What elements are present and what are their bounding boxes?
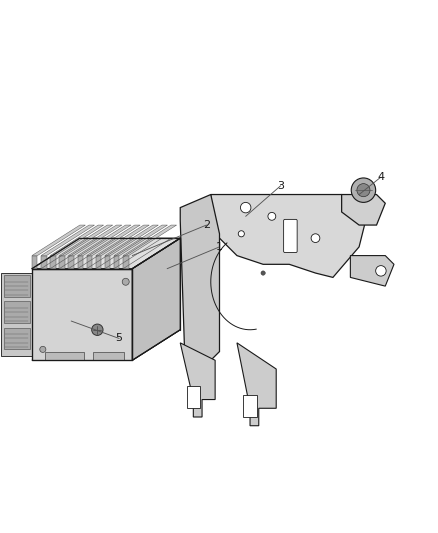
Polygon shape (32, 238, 180, 269)
Polygon shape (41, 256, 46, 269)
Polygon shape (68, 256, 74, 269)
Polygon shape (4, 301, 30, 323)
Polygon shape (132, 238, 180, 360)
Circle shape (40, 346, 46, 352)
Polygon shape (341, 195, 385, 225)
Polygon shape (59, 256, 65, 269)
Polygon shape (180, 195, 219, 369)
Polygon shape (114, 256, 119, 269)
Polygon shape (114, 225, 167, 256)
Polygon shape (68, 225, 122, 256)
Circle shape (238, 231, 244, 237)
Polygon shape (32, 330, 180, 360)
Polygon shape (4, 275, 30, 297)
Circle shape (375, 265, 385, 276)
Polygon shape (95, 256, 101, 269)
Circle shape (260, 271, 265, 275)
Polygon shape (50, 225, 103, 256)
Polygon shape (41, 225, 94, 256)
Text: 2: 2 (202, 220, 209, 230)
Text: 1: 1 (215, 242, 223, 252)
Polygon shape (50, 256, 56, 269)
Polygon shape (32, 225, 85, 256)
Circle shape (267, 213, 275, 220)
Text: 3: 3 (276, 181, 283, 191)
Polygon shape (105, 256, 110, 269)
Polygon shape (4, 328, 30, 350)
Circle shape (356, 183, 369, 197)
Polygon shape (95, 225, 149, 256)
Polygon shape (93, 352, 123, 360)
Polygon shape (180, 343, 215, 417)
Polygon shape (123, 256, 128, 269)
Circle shape (122, 278, 129, 285)
Polygon shape (243, 395, 256, 417)
Polygon shape (32, 256, 37, 269)
Polygon shape (1, 273, 32, 356)
Polygon shape (59, 225, 113, 256)
Text: 5: 5 (115, 334, 122, 343)
Circle shape (240, 203, 251, 213)
Polygon shape (350, 256, 393, 286)
Polygon shape (86, 256, 92, 269)
Circle shape (92, 324, 103, 335)
Polygon shape (123, 225, 176, 256)
Polygon shape (78, 256, 83, 269)
Polygon shape (32, 269, 132, 360)
FancyBboxPatch shape (283, 220, 297, 253)
Text: 4: 4 (377, 172, 384, 182)
Circle shape (311, 234, 319, 243)
Polygon shape (210, 195, 367, 277)
Polygon shape (186, 386, 199, 408)
Polygon shape (105, 225, 158, 256)
Polygon shape (78, 225, 131, 256)
Circle shape (350, 178, 375, 203)
Polygon shape (86, 225, 140, 256)
Polygon shape (237, 343, 276, 426)
Polygon shape (45, 352, 84, 360)
